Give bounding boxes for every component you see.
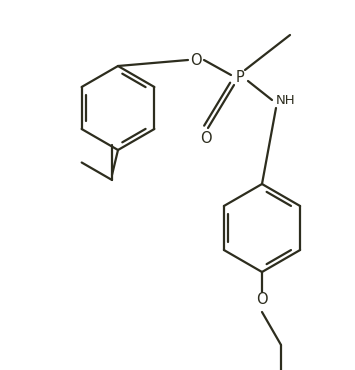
- Text: O: O: [200, 131, 212, 145]
- Text: P: P: [236, 70, 244, 84]
- Text: O: O: [190, 53, 202, 67]
- Text: O: O: [256, 293, 268, 307]
- Text: NH: NH: [276, 94, 296, 107]
